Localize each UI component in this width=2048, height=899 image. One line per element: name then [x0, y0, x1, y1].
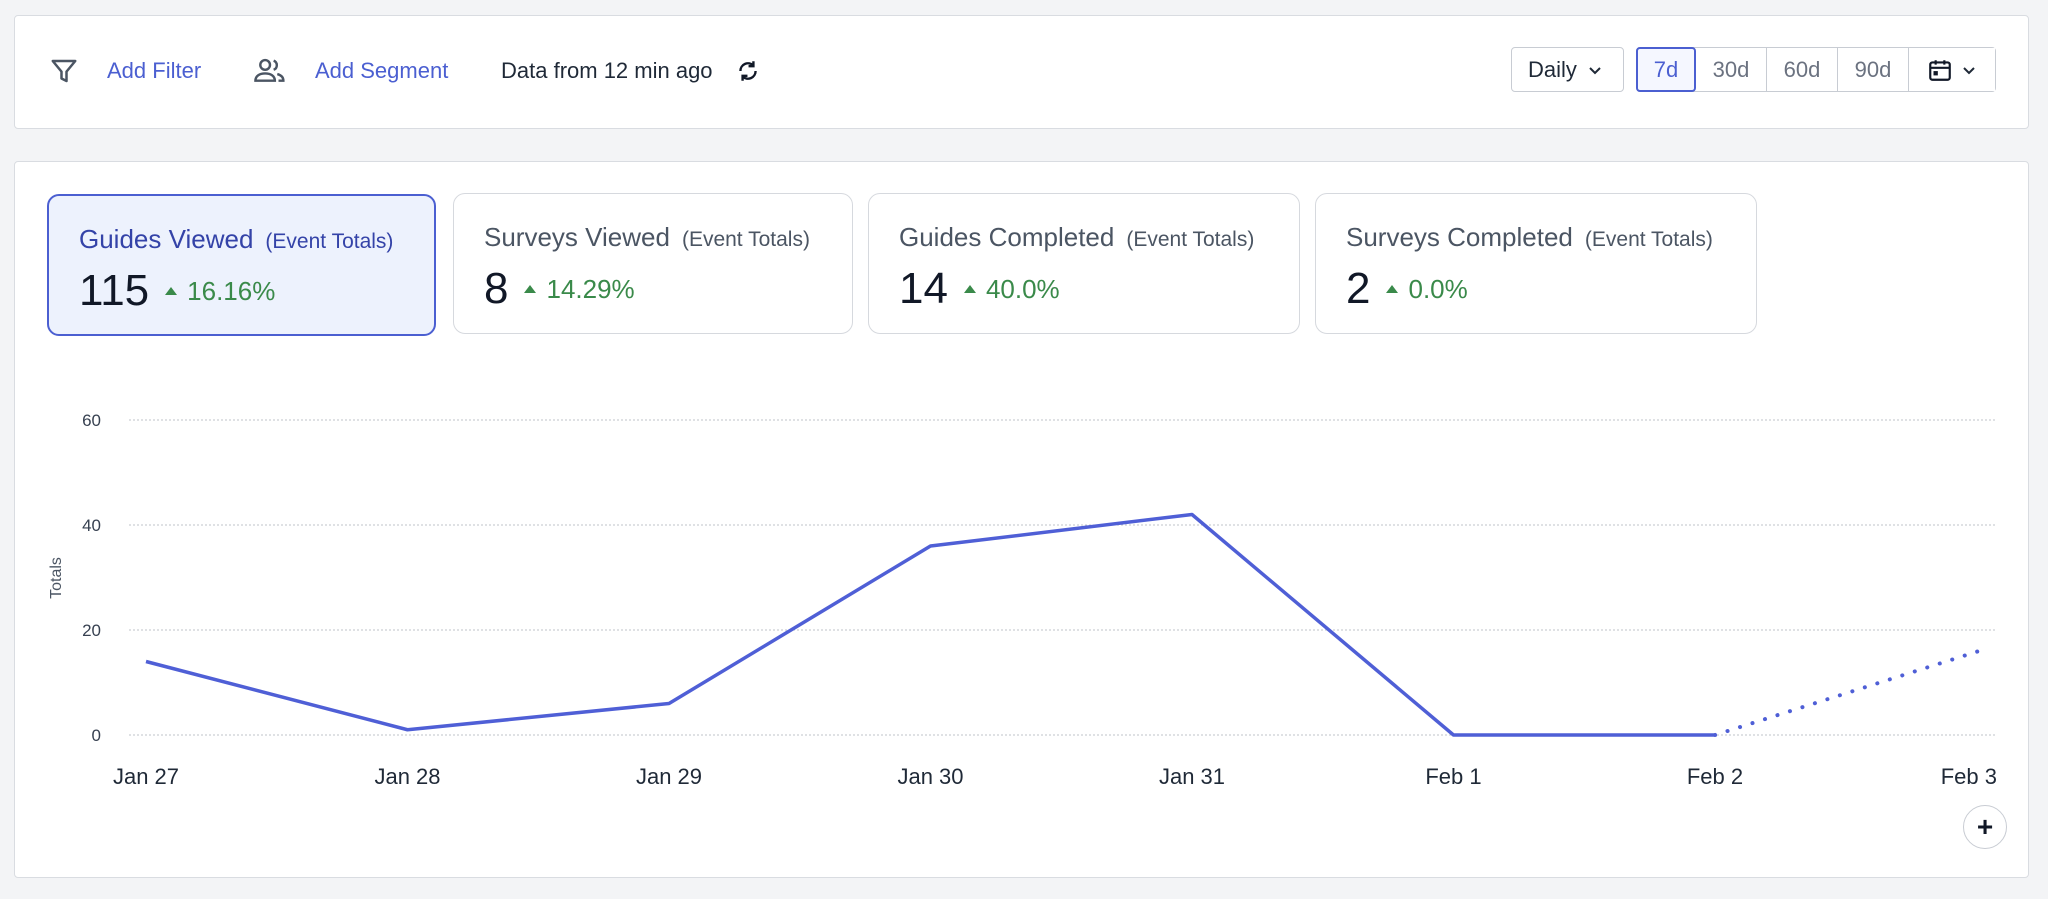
y-tick-label: 20	[82, 621, 101, 640]
trend-up-icon	[524, 285, 537, 293]
range-90d-button[interactable]: 90d	[1838, 48, 1909, 91]
metric-value: 14 40.0%	[899, 264, 1060, 313]
range-30d-button[interactable]: 30d	[1696, 48, 1767, 91]
trend-up-icon	[963, 285, 976, 293]
chevron-down-icon	[1587, 62, 1603, 78]
x-tick-label: Jan 28	[374, 764, 440, 789]
y-tick-label: 0	[92, 726, 101, 745]
date-range-group: 7d 30d 60d 90d	[1636, 47, 1996, 92]
metric-delta: 14.29%	[524, 274, 635, 305]
calendar-icon	[1927, 57, 1953, 83]
interval-select[interactable]: Daily	[1511, 47, 1624, 92]
people-icon	[253, 56, 287, 86]
line-chart: 0 20 40 60 Jan 27 Jan 28 Jan 29 Jan 30 Jan 31 Fe…	[48, 411, 1997, 789]
trend-up-icon	[1386, 285, 1399, 293]
y-tick-label: 40	[82, 516, 101, 535]
data-freshness-label: Data from 12 min ago	[501, 58, 713, 83]
metric-delta: 16.16%	[165, 276, 275, 307]
metric-card-guides-viewed[interactable]: Guides Viewed (Event Totals) 115 16.16%	[47, 194, 436, 336]
add-filter-link[interactable]: Add Filter	[107, 58, 202, 83]
range-60d-button[interactable]: 60d	[1767, 48, 1838, 91]
add-segment-link[interactable]: Add Segment	[315, 58, 449, 83]
trend-up-icon	[165, 287, 178, 295]
interval-value: Daily	[1528, 56, 1577, 82]
chevron-down-icon	[1961, 62, 1977, 78]
y-axis-label: Totals	[48, 557, 65, 599]
filter-icon	[49, 56, 79, 86]
x-tick-label: Jan 31	[1159, 764, 1225, 789]
metric-title: Guides Viewed (Event Totals)	[79, 224, 394, 254]
data-freshness: Data from 12 min ago	[501, 58, 761, 84]
toolbar: Add Filter Add Segment Data from 12 min …	[14, 15, 2029, 129]
metric-value: 8 14.29%	[484, 264, 635, 313]
analytics-panel: Guides Viewed (Event Totals) 115 16.16% Su…	[14, 161, 2029, 878]
metric-card-surveys-completed[interactable]: Surveys Completed (Event Totals) 2 0.0%	[1315, 193, 1757, 334]
metric-title: Surveys Completed (Event Totals)	[1346, 222, 1713, 252]
x-tick-label: Jan 27	[113, 764, 179, 789]
y-tick-label: 60	[82, 411, 101, 430]
x-tick-label: Feb 2	[1687, 764, 1743, 789]
add-segment-control[interactable]: Add Segment	[253, 56, 448, 86]
x-tick-label: Feb 1	[1425, 764, 1481, 789]
metric-title: Surveys Viewed (Event Totals)	[484, 222, 810, 252]
metric-value: 2 0.0%	[1346, 264, 1468, 313]
x-tick-label: Feb 3	[1941, 764, 1997, 789]
refresh-icon[interactable]	[735, 58, 761, 84]
metric-value: 115 16.16%	[79, 266, 276, 315]
metric-card-guides-completed[interactable]: Guides Completed (Event Totals) 14 40.0%	[868, 193, 1300, 334]
x-tick-label: Jan 29	[636, 764, 702, 789]
range-7d-button[interactable]: 7d	[1636, 47, 1696, 92]
add-filter-control[interactable]: Add Filter	[49, 56, 201, 86]
add-button[interactable]: +	[1963, 805, 2007, 849]
metric-title: Guides Completed (Event Totals)	[899, 222, 1255, 252]
metric-delta: 40.0%	[963, 274, 1060, 305]
custom-range-button[interactable]	[1909, 48, 1995, 91]
series-line-projected	[1713, 649, 1981, 737]
x-tick-label: Jan 30	[897, 764, 963, 789]
metric-card-surveys-viewed[interactable]: Surveys Viewed (Event Totals) 8 14.29%	[453, 193, 853, 334]
metric-delta: 0.0%	[1386, 274, 1468, 305]
series-line	[145, 512, 1715, 737]
